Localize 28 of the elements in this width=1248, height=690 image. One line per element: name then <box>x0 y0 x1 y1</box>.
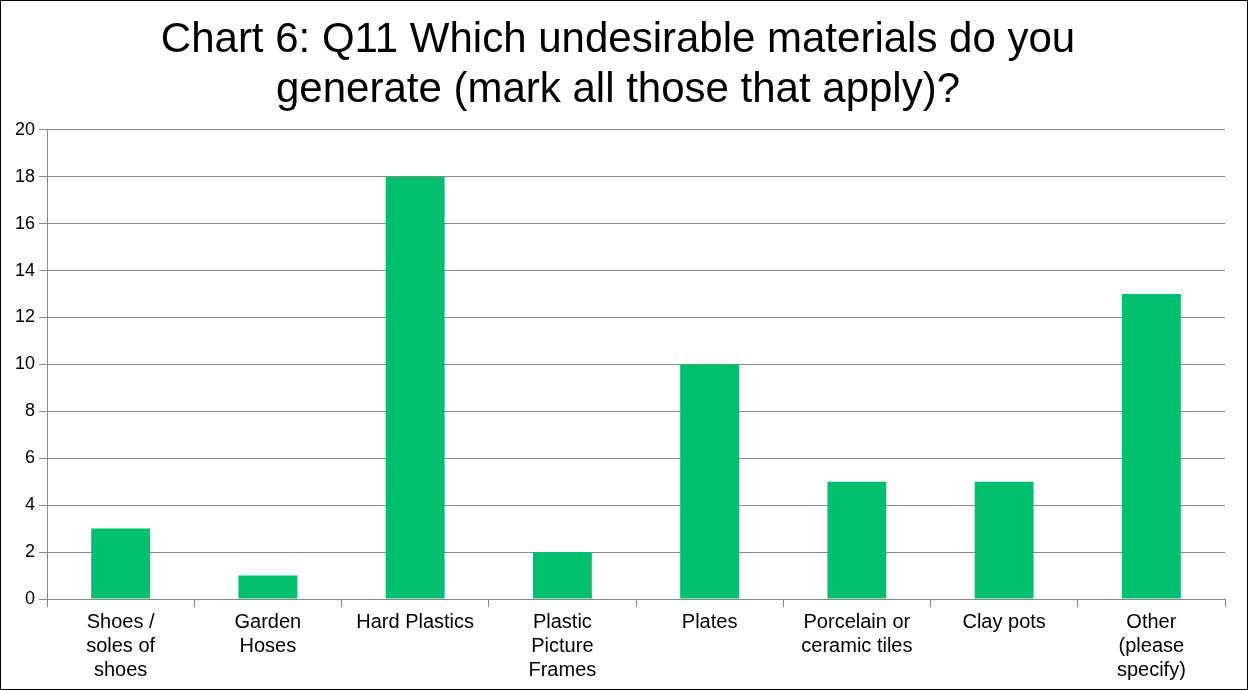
y-tick-label: 6 <box>25 447 36 468</box>
x-tick-label: Plates <box>681 609 738 632</box>
x-tick-label: Shoes / soles of shoes <box>86 609 156 680</box>
x-tick-label: Porcelain or ceramic tiles <box>801 609 913 656</box>
bar <box>827 481 887 599</box>
bar <box>532 552 592 599</box>
y-tick-label: 8 <box>25 400 36 421</box>
chart-title: Chart 6: Q11 Which undesirable materials do you generate (mark all those that apply)? <box>160 13 1076 112</box>
bar <box>385 176 445 599</box>
x-tick-label: Plastic Picture Frames <box>528 609 597 680</box>
y-tick-label: 2 <box>25 541 36 562</box>
y-tick-label: 10 <box>14 353 36 374</box>
bar <box>680 364 740 599</box>
y-tick-label: 12 <box>14 306 36 327</box>
y-tick-label: 4 <box>25 494 36 515</box>
y-tick-label: 18 <box>14 165 36 186</box>
y-tick-label: 14 <box>14 259 36 280</box>
x-tick-label: Clay pots <box>962 609 1046 632</box>
x-tick-label: Other (please specify) <box>1116 609 1186 680</box>
y-tick-label: 20 <box>14 118 36 139</box>
bar <box>238 575 298 599</box>
bar <box>1121 294 1181 599</box>
y-tick-label: 16 <box>14 212 36 233</box>
x-tick-label: Garden Hoses <box>234 609 302 656</box>
bar <box>91 528 151 599</box>
x-tick-label: Hard Plastics <box>356 609 475 632</box>
y-tick-label: 0 <box>25 587 36 608</box>
bar <box>974 481 1034 599</box>
